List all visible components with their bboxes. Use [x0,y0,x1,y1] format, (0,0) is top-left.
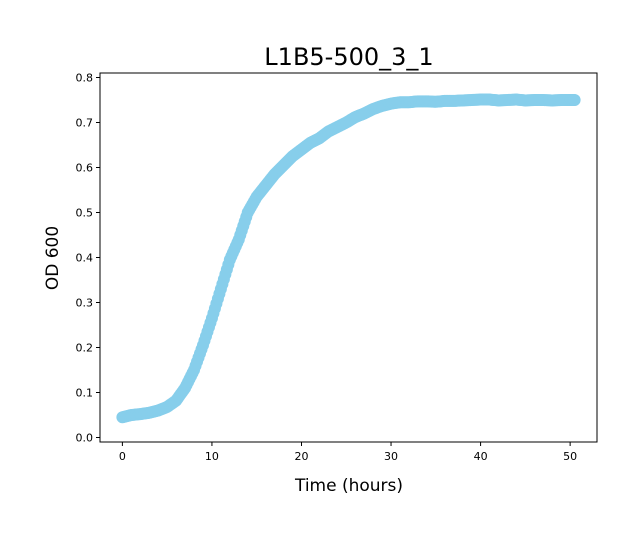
x-axis-label: Time (hours) [294,476,403,496]
y-tick-label: 0.0 [76,432,94,445]
y-tick-label: 0.5 [76,207,94,220]
x-tick-label: 10 [205,450,219,463]
y-tick-label: 0.6 [76,162,94,175]
y-tick-label: 0.4 [76,252,94,265]
x-tick-label: 30 [384,450,398,463]
data-point [568,94,581,106]
y-axis-label: OD 600 [43,226,63,290]
x-tick-label: 40 [474,450,488,463]
y-tick-label: 0.8 [76,72,94,85]
data-points [116,93,581,424]
y-tick-label: 0.1 [76,387,94,400]
y-tick-label: 0.7 [76,117,94,130]
x-axis-ticks: 0 10 20 30 40 50 [119,442,577,463]
x-tick-label: 50 [563,450,577,463]
chart-title: L1B5-500_3_1 [264,43,433,71]
plot-frame [99,72,598,443]
x-tick-label: 0 [119,450,126,463]
y-axis-ticks: 0.0 0.1 0.2 0.3 0.4 0.5 0.6 0.7 0.8 [76,72,100,445]
y-tick-label: 0.2 [76,342,94,355]
y-tick-label: 0.3 [76,297,94,310]
x-tick-label: 20 [294,450,308,463]
